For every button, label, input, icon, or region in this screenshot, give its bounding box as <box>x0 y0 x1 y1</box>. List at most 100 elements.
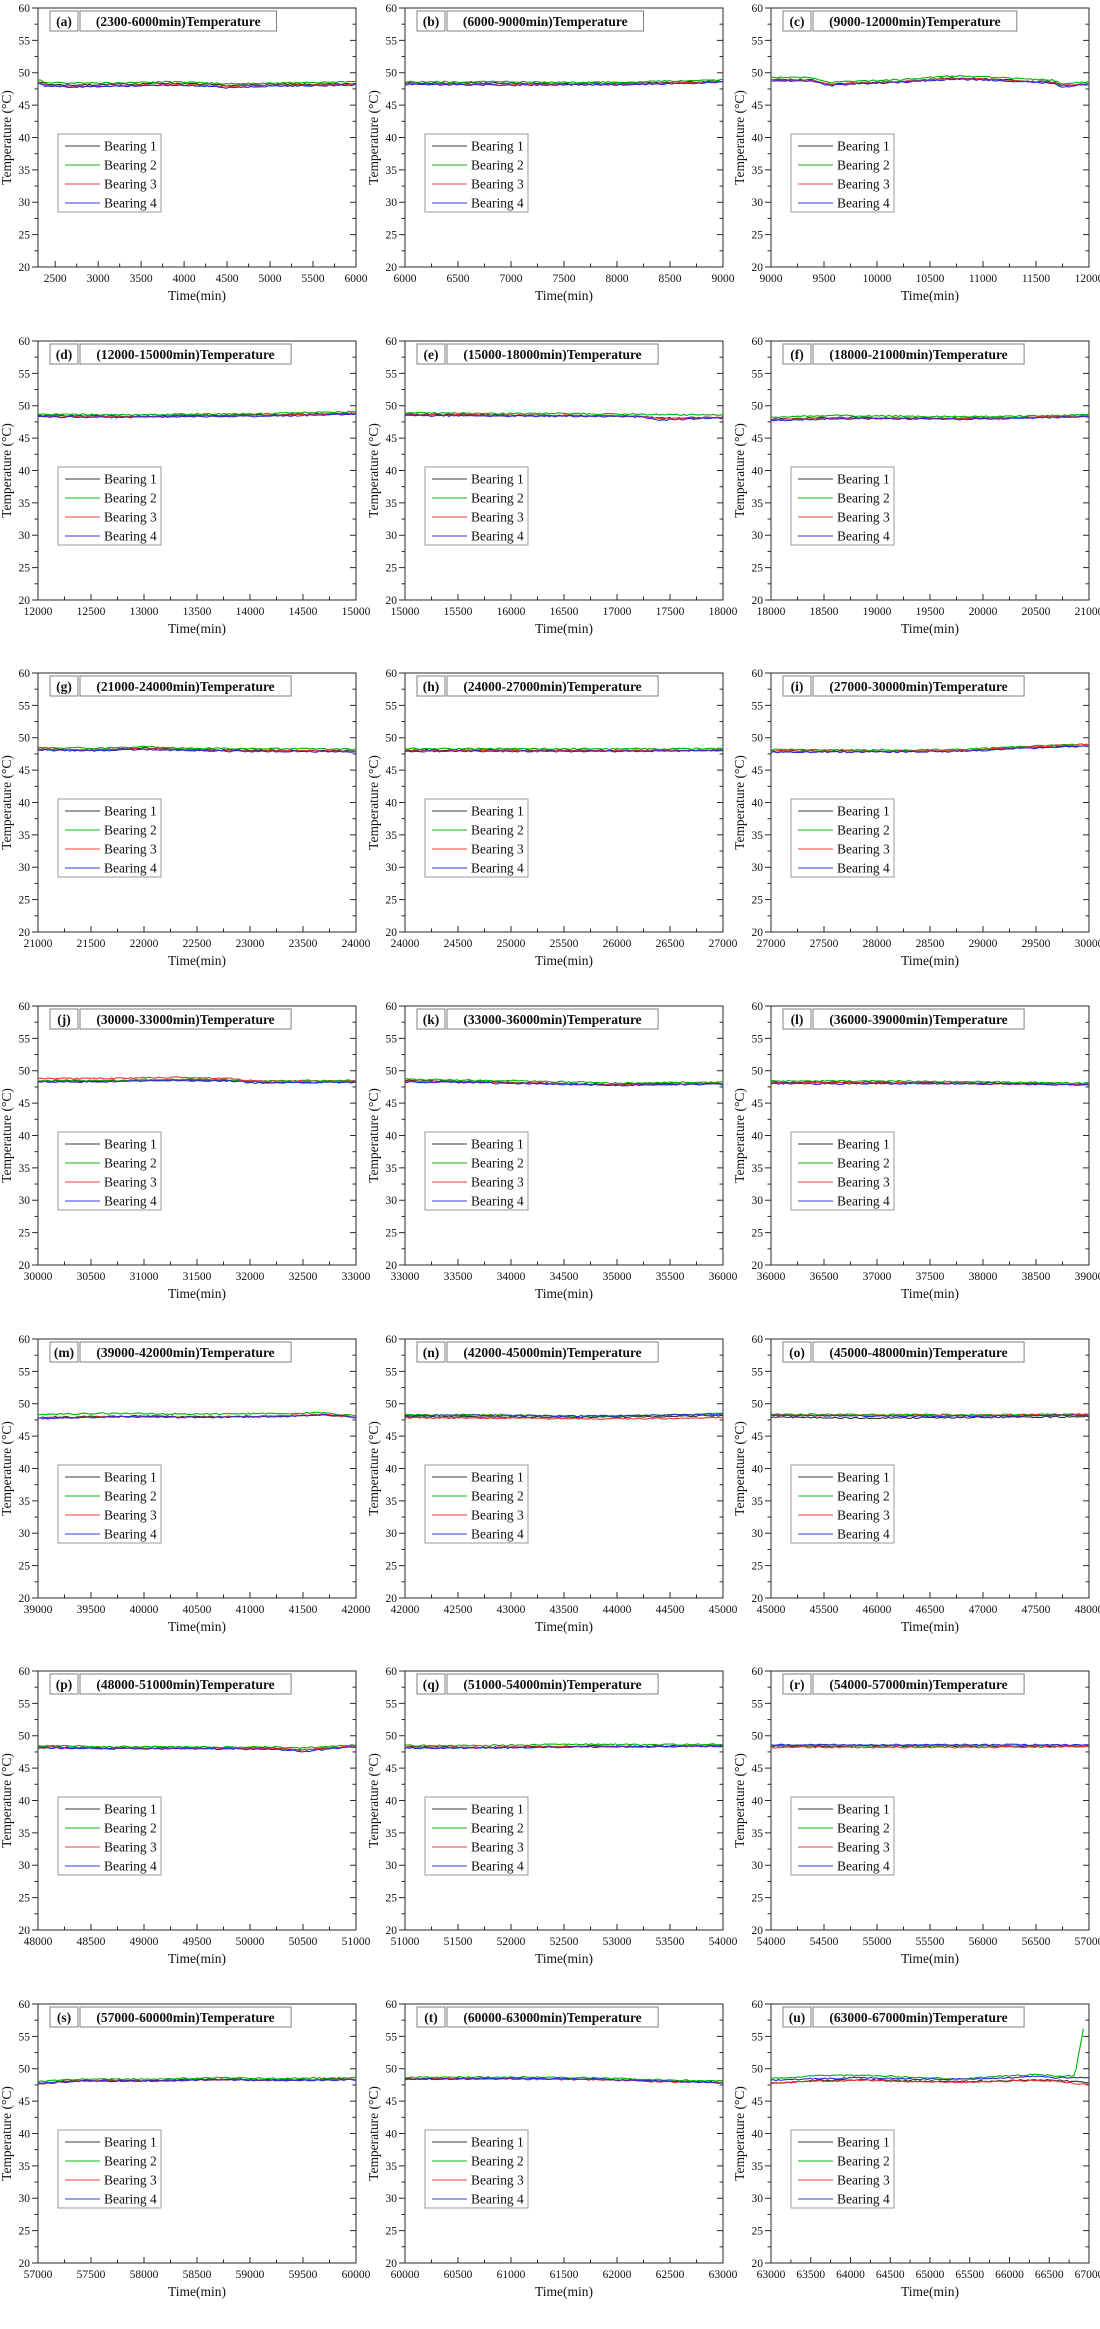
y-tick-label: 50 <box>385 68 397 80</box>
legend-label: Bearing 4 <box>471 2192 524 2207</box>
y-tick-label: 25 <box>19 1893 31 1905</box>
x-tick-label: 52000 <box>496 1936 525 1948</box>
y-axis-label: Temperature (°C) <box>0 1421 14 1516</box>
legend-label: Bearing 3 <box>104 509 157 524</box>
legend-label: Bearing 1 <box>471 1802 524 1817</box>
x-axis-label: Time(min) <box>535 1619 593 1634</box>
y-axis-label: Temperature (°C) <box>366 90 381 185</box>
legend-label: Bearing 1 <box>837 1802 890 1817</box>
y-tick-label: 35 <box>19 1163 31 1175</box>
x-tick-label: 65500 <box>956 2269 985 2281</box>
y-tick-label: 20 <box>752 595 764 607</box>
x-tick-label: 5500 <box>302 273 325 285</box>
y-tick-label: 20 <box>19 927 31 939</box>
y-tick-label: 35 <box>19 165 31 177</box>
x-tick-label: 49500 <box>183 1936 212 1948</box>
x-tick-label: 16000 <box>496 606 525 618</box>
legend-box <box>57 466 162 546</box>
legend-label: Bearing 3 <box>837 2173 890 2188</box>
panel-title: (57000-60000min)Temperature <box>96 2010 274 2025</box>
panel-title-box <box>446 2006 659 2028</box>
y-tick-label: 50 <box>752 68 764 80</box>
y-tick-label: 30 <box>19 1528 31 1540</box>
y-tick-label: 40 <box>752 1463 764 1475</box>
y-tick-label: 25 <box>385 895 397 907</box>
x-tick-label: 3500 <box>130 273 153 285</box>
panel-letter: (c) <box>790 14 805 29</box>
y-tick-label: 50 <box>19 400 31 412</box>
y-tick-label: 25 <box>752 895 764 907</box>
panel-title: (33000-36000min)Temperature <box>463 1012 641 1027</box>
series-bearing-2 <box>771 74 1090 85</box>
x-tick-label: 64000 <box>836 2269 865 2281</box>
y-axis-label: Temperature (°C) <box>366 2086 381 2181</box>
x-tick-label: 60500 <box>443 2269 472 2281</box>
x-axis-label: Time(min) <box>901 288 959 303</box>
panel-title-box <box>812 343 1025 365</box>
x-tick-label: 66500 <box>1035 2269 1064 2281</box>
panel-title: (12000-15000min)Temperature <box>96 347 274 362</box>
x-tick-label: 34500 <box>549 1271 578 1283</box>
x-tick-label: 36500 <box>810 1271 839 1283</box>
y-axis-label: Temperature (°C) <box>0 423 14 518</box>
panel-letter: (l) <box>791 1012 804 1027</box>
legend-box <box>424 1464 529 1544</box>
legend-label: Bearing 2 <box>104 823 157 838</box>
chart-panel-d: 20 25 30 35 40 45 50 55 60 12000 12500 13000 13500 14… <box>0 336 371 636</box>
panel-title-box <box>79 1341 292 1363</box>
series-bearing-4 <box>404 1745 723 1750</box>
x-tick-label: 25000 <box>496 938 525 950</box>
y-tick-label: 35 <box>19 498 31 510</box>
panel-letter: (g) <box>56 679 72 694</box>
y-tick-label: 25 <box>385 230 397 242</box>
legend-label: Bearing 3 <box>471 2173 524 2188</box>
y-tick-label: 40 <box>385 1796 397 1808</box>
y-tick-label: 50 <box>19 1066 31 1078</box>
x-tick-label: 67000 <box>1075 2269 1100 2281</box>
y-tick-label: 55 <box>19 35 31 47</box>
x-tick-label: 12000 <box>24 606 53 618</box>
panel-letter: (k) <box>422 1012 438 1027</box>
panel-letter: (a) <box>56 14 72 29</box>
chart-panel-l: 20 25 30 35 40 45 50 55 60 36000 36500 37000 37500 38… <box>732 1001 1100 1301</box>
x-tick-label: 27000 <box>708 938 737 950</box>
panel-letter-box <box>782 1341 812 1363</box>
x-tick-label: 27000 <box>757 938 786 950</box>
series-bearing-2 <box>37 410 357 416</box>
y-tick-label: 35 <box>385 165 397 177</box>
chart-panel-b: 20 25 30 35 40 45 50 55 60 6000 6500 7000 7500 8000 85… <box>366 3 735 303</box>
y-tick-label: 55 <box>385 2031 397 2043</box>
y-tick-label: 20 <box>385 2258 397 2270</box>
y-tick-label: 25 <box>385 562 397 574</box>
y-tick-label: 25 <box>752 1560 764 1572</box>
y-tick-label: 60 <box>19 1334 31 1346</box>
y-tick-label: 60 <box>752 1999 764 2011</box>
y-tick-label: 45 <box>385 1098 397 1110</box>
x-tick-label: 62000 <box>602 2269 631 2281</box>
y-tick-label: 35 <box>19 1828 31 1840</box>
x-tick-label: 65000 <box>916 2269 945 2281</box>
panel-title-box <box>79 1673 292 1695</box>
y-tick-label: 30 <box>19 197 31 209</box>
y-tick-label: 50 <box>385 400 397 412</box>
chart-panel-k: 20 25 30 35 40 45 50 55 60 33000 33500 34000 34500 35… <box>366 1001 738 1301</box>
x-tick-label: 38500 <box>1022 1271 1051 1283</box>
y-tick-label: 30 <box>19 2193 31 2205</box>
y-tick-label: 35 <box>385 498 397 510</box>
legend-label: Bearing 1 <box>471 804 524 819</box>
panel-title-box <box>446 343 659 365</box>
y-axis-label: Temperature (°C) <box>732 2086 747 2181</box>
y-tick-label: 60 <box>385 1999 397 2011</box>
panel-title: (27000-30000min)Temperature <box>830 679 1008 694</box>
y-tick-label: 45 <box>19 1431 31 1443</box>
panel-letter-box <box>49 1673 79 1695</box>
y-tick-label: 40 <box>19 1463 31 1475</box>
y-tick-label: 25 <box>19 1228 31 1240</box>
x-tick-label: 21500 <box>77 938 106 950</box>
legend-label: Bearing 3 <box>471 842 524 857</box>
legend-label: Bearing 2 <box>471 1488 524 1503</box>
legend-label: Bearing 2 <box>837 490 890 505</box>
y-tick-label: 45 <box>752 765 764 777</box>
y-tick-label: 50 <box>385 733 397 745</box>
y-tick-label: 25 <box>752 1893 764 1905</box>
